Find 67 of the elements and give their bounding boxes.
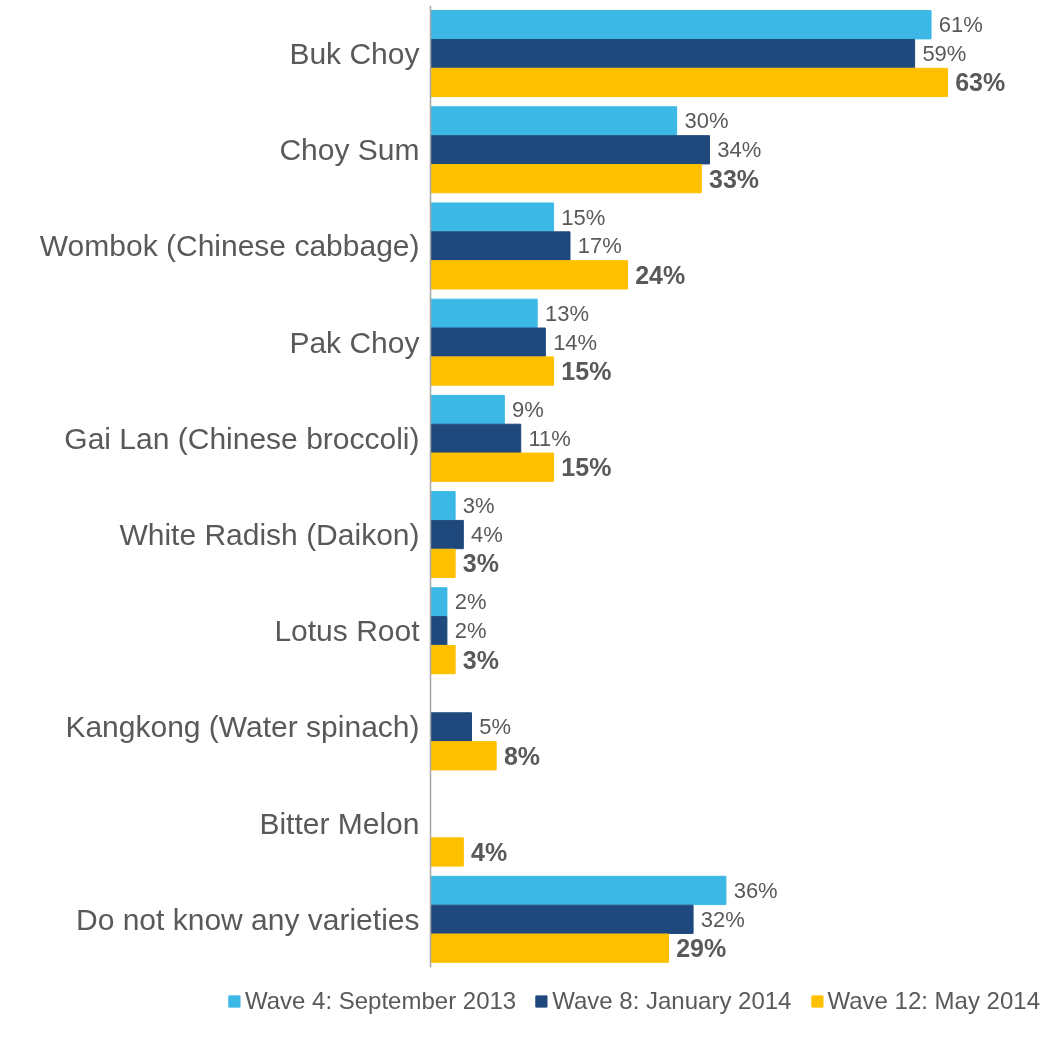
data-label: 17%: [577, 233, 622, 259]
data-label: 4%: [471, 837, 508, 866]
y-tick-label: Choy Sum: [279, 133, 420, 167]
y-tick-label: Do not know any varieties: [75, 902, 420, 936]
bar: [430, 875, 727, 906]
data-label: 33%: [709, 164, 760, 193]
data-label: 13%: [544, 300, 589, 326]
data-label: 61%: [938, 12, 983, 38]
bar: [430, 10, 932, 40]
bar: [430, 452, 555, 482]
data-label: 30%: [684, 108, 729, 134]
bar: [430, 837, 464, 867]
data-label: 3%: [462, 549, 500, 578]
bar: [430, 741, 497, 771]
bar: [430, 644, 456, 675]
data-label: 2%: [454, 589, 487, 615]
y-tick-label: Lotus Root: [274, 614, 421, 648]
bar: [430, 394, 505, 425]
legend-label: Wave 12: May 2014: [827, 987, 1040, 1015]
y-tick-label: Kangkong (Water spinach): [65, 710, 420, 744]
data-label: 14%: [553, 329, 598, 355]
y-tick-label: Gai Lan (Chinese broccoli): [64, 421, 420, 455]
bar: [430, 106, 678, 136]
bar: [430, 135, 710, 165]
data-label: 15%: [561, 204, 606, 230]
y-tick-label: Wombok (Chinese cabbage): [39, 229, 420, 263]
data-label: 4%: [471, 522, 503, 548]
legend-label: Wave 4: September 2013: [244, 987, 517, 1015]
bar: [430, 38, 916, 69]
bar: [430, 933, 669, 963]
data-label: 2%: [454, 618, 487, 644]
bar: [430, 298, 538, 328]
data-label: 11%: [528, 425, 571, 451]
data-label: 32%: [700, 906, 745, 932]
data-label: 3%: [462, 645, 500, 674]
y-tick-label: White Radish (Daikon): [119, 518, 420, 552]
bar: [430, 904, 694, 934]
data-label: 29%: [676, 934, 727, 963]
bar: [430, 548, 456, 579]
data-label: 9%: [512, 397, 544, 422]
bar: [430, 67, 948, 98]
data-label: 8%: [503, 741, 541, 770]
bar: [430, 164, 702, 194]
bar: [430, 712, 473, 742]
data-label: 15%: [561, 357, 612, 386]
bar: [430, 231, 571, 261]
bar: [430, 356, 555, 386]
bar: [430, 327, 546, 357]
bar: [430, 423, 522, 453]
data-label: 34%: [717, 137, 762, 163]
bar: [430, 202, 555, 232]
bar: [430, 519, 464, 550]
data-label: 59%: [922, 41, 967, 67]
bar: [430, 260, 628, 290]
y-tick-label: Pak Choy: [289, 325, 420, 359]
data-label: 3%: [462, 493, 495, 519]
bar: [430, 616, 448, 646]
bar: [430, 587, 448, 617]
y-tick-label: Bitter Melon: [259, 806, 420, 840]
y-tick-label: Buk Choy: [289, 37, 420, 71]
data-label: 36%: [733, 877, 778, 903]
data-label: 24%: [635, 260, 686, 289]
data-label: 15%: [561, 453, 612, 482]
data-label: 63%: [955, 68, 1006, 97]
legend-label: Wave 8: January 2014: [552, 987, 792, 1015]
bar: [430, 491, 456, 521]
data-label: 5%: [479, 714, 512, 740]
